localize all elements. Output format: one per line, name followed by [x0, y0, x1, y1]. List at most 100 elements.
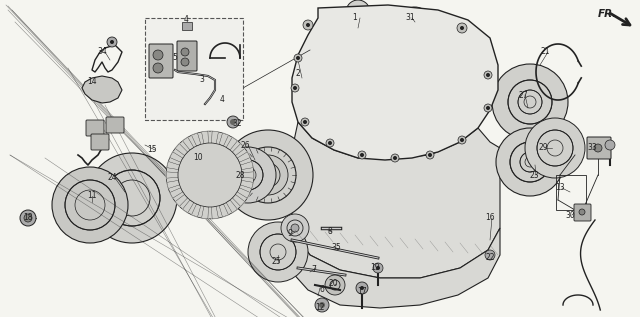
Polygon shape: [182, 137, 194, 150]
Text: 4: 4: [184, 16, 188, 24]
Text: 25: 25: [271, 257, 281, 267]
Polygon shape: [175, 144, 188, 156]
Polygon shape: [212, 131, 218, 144]
Text: 19: 19: [370, 262, 380, 271]
Circle shape: [579, 209, 585, 215]
Circle shape: [605, 140, 615, 150]
Polygon shape: [166, 172, 178, 178]
Text: 28: 28: [236, 171, 244, 179]
Circle shape: [248, 222, 308, 282]
Polygon shape: [242, 172, 253, 178]
Text: 34: 34: [97, 48, 107, 56]
Circle shape: [301, 118, 309, 126]
Circle shape: [428, 153, 432, 157]
Polygon shape: [167, 180, 180, 189]
Polygon shape: [232, 194, 245, 206]
Circle shape: [166, 131, 254, 219]
Circle shape: [393, 156, 397, 160]
Text: 23: 23: [529, 171, 539, 179]
Circle shape: [291, 84, 299, 92]
Text: 26: 26: [240, 140, 250, 150]
Bar: [145, 18, 243, 120]
Circle shape: [153, 50, 163, 60]
Circle shape: [400, 7, 430, 37]
Circle shape: [293, 86, 297, 90]
Polygon shape: [226, 137, 237, 150]
Text: 32: 32: [232, 119, 242, 127]
Text: 7: 7: [312, 266, 316, 275]
FancyBboxPatch shape: [587, 137, 611, 159]
Circle shape: [457, 23, 467, 33]
Polygon shape: [202, 206, 209, 219]
Text: 2: 2: [296, 68, 300, 77]
Circle shape: [484, 104, 492, 112]
Text: 4: 4: [220, 95, 225, 105]
Polygon shape: [170, 152, 183, 162]
Circle shape: [492, 64, 568, 140]
Text: 20: 20: [328, 280, 338, 288]
Polygon shape: [292, 122, 500, 278]
Circle shape: [107, 37, 117, 47]
Circle shape: [291, 224, 299, 232]
Circle shape: [182, 147, 238, 203]
Circle shape: [223, 130, 313, 220]
Circle shape: [360, 153, 364, 157]
Circle shape: [178, 143, 242, 207]
Text: 29: 29: [538, 144, 548, 152]
Text: 3: 3: [200, 75, 204, 85]
Text: 15: 15: [147, 146, 157, 154]
Text: 9: 9: [287, 230, 292, 238]
Circle shape: [373, 263, 383, 273]
FancyBboxPatch shape: [86, 120, 104, 136]
FancyBboxPatch shape: [574, 204, 591, 221]
Text: 30: 30: [565, 210, 575, 219]
Bar: [182, 22, 192, 30]
Circle shape: [227, 116, 239, 128]
Circle shape: [391, 154, 399, 162]
Text: 11: 11: [87, 191, 97, 200]
Text: 16: 16: [485, 214, 495, 223]
Circle shape: [484, 71, 492, 79]
Circle shape: [426, 151, 434, 159]
Circle shape: [318, 23, 362, 67]
Polygon shape: [237, 152, 250, 162]
Polygon shape: [241, 161, 253, 170]
Circle shape: [306, 23, 310, 27]
Circle shape: [496, 128, 564, 196]
Polygon shape: [219, 204, 228, 217]
Polygon shape: [219, 133, 228, 146]
Text: 1: 1: [353, 14, 357, 23]
Circle shape: [220, 147, 276, 203]
Circle shape: [376, 266, 380, 270]
Text: 8: 8: [328, 228, 332, 236]
Circle shape: [24, 214, 32, 222]
Polygon shape: [212, 206, 218, 219]
FancyBboxPatch shape: [177, 41, 197, 71]
Circle shape: [460, 138, 464, 142]
Circle shape: [485, 250, 495, 260]
Text: 18: 18: [23, 214, 33, 223]
Text: 31: 31: [405, 14, 415, 23]
Circle shape: [319, 302, 325, 308]
Circle shape: [460, 26, 464, 30]
Polygon shape: [167, 161, 180, 170]
Circle shape: [594, 144, 602, 152]
Text: 17: 17: [357, 288, 367, 296]
Circle shape: [343, 43, 447, 147]
Circle shape: [525, 118, 585, 178]
Circle shape: [358, 151, 366, 159]
Circle shape: [281, 214, 309, 242]
Circle shape: [328, 141, 332, 145]
Circle shape: [110, 40, 114, 44]
Text: 12: 12: [316, 302, 324, 312]
Circle shape: [20, 210, 36, 226]
Text: 13: 13: [555, 184, 565, 192]
Text: 5: 5: [173, 54, 177, 62]
Polygon shape: [232, 144, 245, 156]
Circle shape: [356, 282, 368, 294]
Polygon shape: [290, 228, 500, 308]
Circle shape: [181, 58, 189, 66]
Circle shape: [153, 63, 163, 73]
Polygon shape: [175, 194, 188, 206]
Text: 21: 21: [540, 48, 550, 56]
